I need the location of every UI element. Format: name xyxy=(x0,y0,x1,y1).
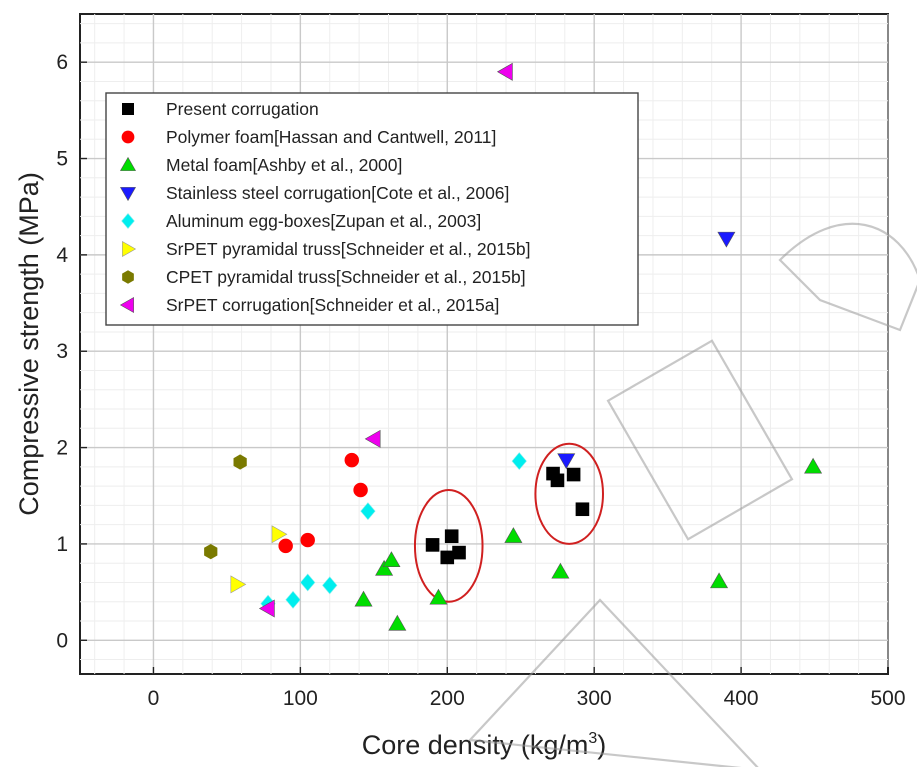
y-tick-label: 3 xyxy=(56,340,68,363)
data-point-series-3 xyxy=(375,559,394,576)
legend-label: SrPET corrugation[Schneider et al., 2015… xyxy=(166,295,499,315)
data-point-series-3 xyxy=(710,572,729,589)
x-tick-label: 200 xyxy=(430,687,465,710)
data-point-series-2 xyxy=(278,538,293,554)
legend-label: Aluminum egg-boxes[Zupan et al., 2003] xyxy=(166,211,481,231)
legend-label: Polymer foam[Hassan and Cantwell, 2011] xyxy=(166,127,496,147)
data-point-series-2 xyxy=(344,452,360,468)
highlight-ellipse xyxy=(534,442,604,545)
x-tick-label: 100 xyxy=(283,687,318,710)
data-point-series-1 xyxy=(575,502,590,517)
data-point-series-3 xyxy=(551,562,570,579)
legend-label: Present corrugation xyxy=(166,99,319,119)
y-tick-label: 1 xyxy=(56,533,68,556)
data-point-series-7 xyxy=(204,543,218,560)
y-axis-label: Compressive strength (MPa) xyxy=(14,172,44,516)
legend-marker xyxy=(119,187,137,202)
data-point-series-3 xyxy=(429,588,448,605)
y-tick-label: 0 xyxy=(56,629,68,652)
legend: Present corrugation Polymer foam[Hassan a… xyxy=(105,92,639,326)
y-tick-label: 4 xyxy=(56,244,68,267)
y-axis-ticks: 0 1 2 3 4 5 6 xyxy=(56,51,87,652)
legend-label: CPET pyramidal truss[Schneider et al., 2… xyxy=(166,267,526,287)
legend-marker xyxy=(121,130,135,144)
data-points xyxy=(204,62,823,631)
legend-marker xyxy=(121,213,135,229)
data-point-series-5 xyxy=(360,502,376,521)
data-point-series-3 xyxy=(504,527,523,543)
legend-marker xyxy=(119,156,137,171)
x-tick-label: 500 xyxy=(870,687,905,710)
y-tick-label: 2 xyxy=(56,437,68,460)
data-point-series-1 xyxy=(550,473,565,488)
data-point-series-1 xyxy=(440,550,455,565)
data-point-series-2 xyxy=(353,482,368,498)
data-point-series-6 xyxy=(271,525,288,544)
data-point-series-1 xyxy=(452,545,466,560)
watermark xyxy=(467,222,917,767)
legend-marker xyxy=(119,296,134,314)
data-point-series-8 xyxy=(496,62,513,81)
data-point-series-1 xyxy=(566,467,581,482)
data-point-series-4 xyxy=(717,231,736,248)
x-tick-label: 0 xyxy=(148,687,160,710)
legend-label: Stainless steel corrugation[Cote et al.,… xyxy=(166,183,509,203)
data-point-series-4 xyxy=(557,453,576,470)
legend-marker xyxy=(122,240,137,258)
data-point-series-2 xyxy=(300,532,315,548)
data-point-series-8 xyxy=(258,599,275,618)
data-point-series-7 xyxy=(233,454,247,470)
x-axis-label: Core density (kg/m3) xyxy=(362,730,606,760)
data-point-series-1 xyxy=(425,538,440,552)
x-tick-label: 400 xyxy=(724,687,759,710)
data-point-series-5 xyxy=(322,576,338,595)
data-point-series-3 xyxy=(382,551,401,567)
data-point-series-5 xyxy=(511,452,527,471)
data-point-series-3 xyxy=(388,614,407,631)
data-point-series-5 xyxy=(285,590,301,609)
x-tick-label: 300 xyxy=(577,687,612,710)
legend-marker xyxy=(122,270,134,284)
legend-label: Metal foam[Ashby et al., 2000] xyxy=(166,155,402,175)
x-axis-ticks: 0 100 200 300 400 500 xyxy=(148,667,906,710)
legend-label: SrPET pyramidal truss[Schneider et al., … xyxy=(166,239,530,259)
legend-box xyxy=(105,92,639,326)
annotation-ellipses xyxy=(413,442,604,603)
data-point-series-3 xyxy=(354,590,373,607)
y-tick-label: 6 xyxy=(56,51,68,74)
data-point-series-1 xyxy=(444,529,459,544)
data-point-series-8 xyxy=(364,429,381,448)
data-point-series-5 xyxy=(300,573,316,592)
highlight-ellipse xyxy=(413,488,484,603)
y-tick-label: 5 xyxy=(56,148,68,171)
data-point-series-6 xyxy=(230,575,247,594)
data-point-series-3 xyxy=(804,457,823,474)
legend-marker xyxy=(122,103,134,115)
